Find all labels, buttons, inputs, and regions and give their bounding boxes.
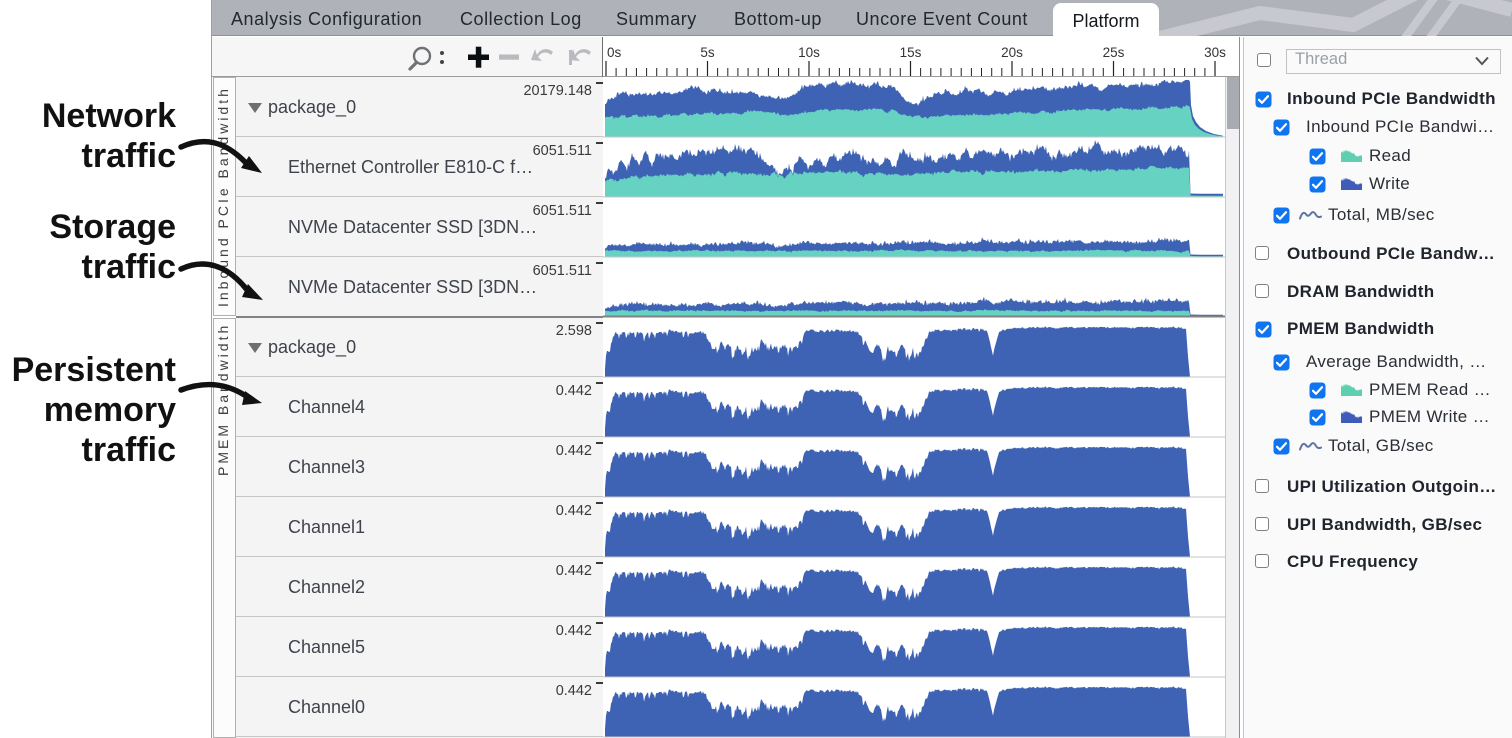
svg-text:10s: 10s <box>798 45 820 60</box>
svg-text:25s: 25s <box>1103 45 1125 60</box>
svg-text:15s: 15s <box>900 45 922 60</box>
svg-text:20s: 20s <box>1001 45 1023 60</box>
svg-text:5s: 5s <box>700 45 715 60</box>
svg-text:0s: 0s <box>607 45 622 60</box>
svg-text:30s: 30s <box>1204 45 1226 60</box>
